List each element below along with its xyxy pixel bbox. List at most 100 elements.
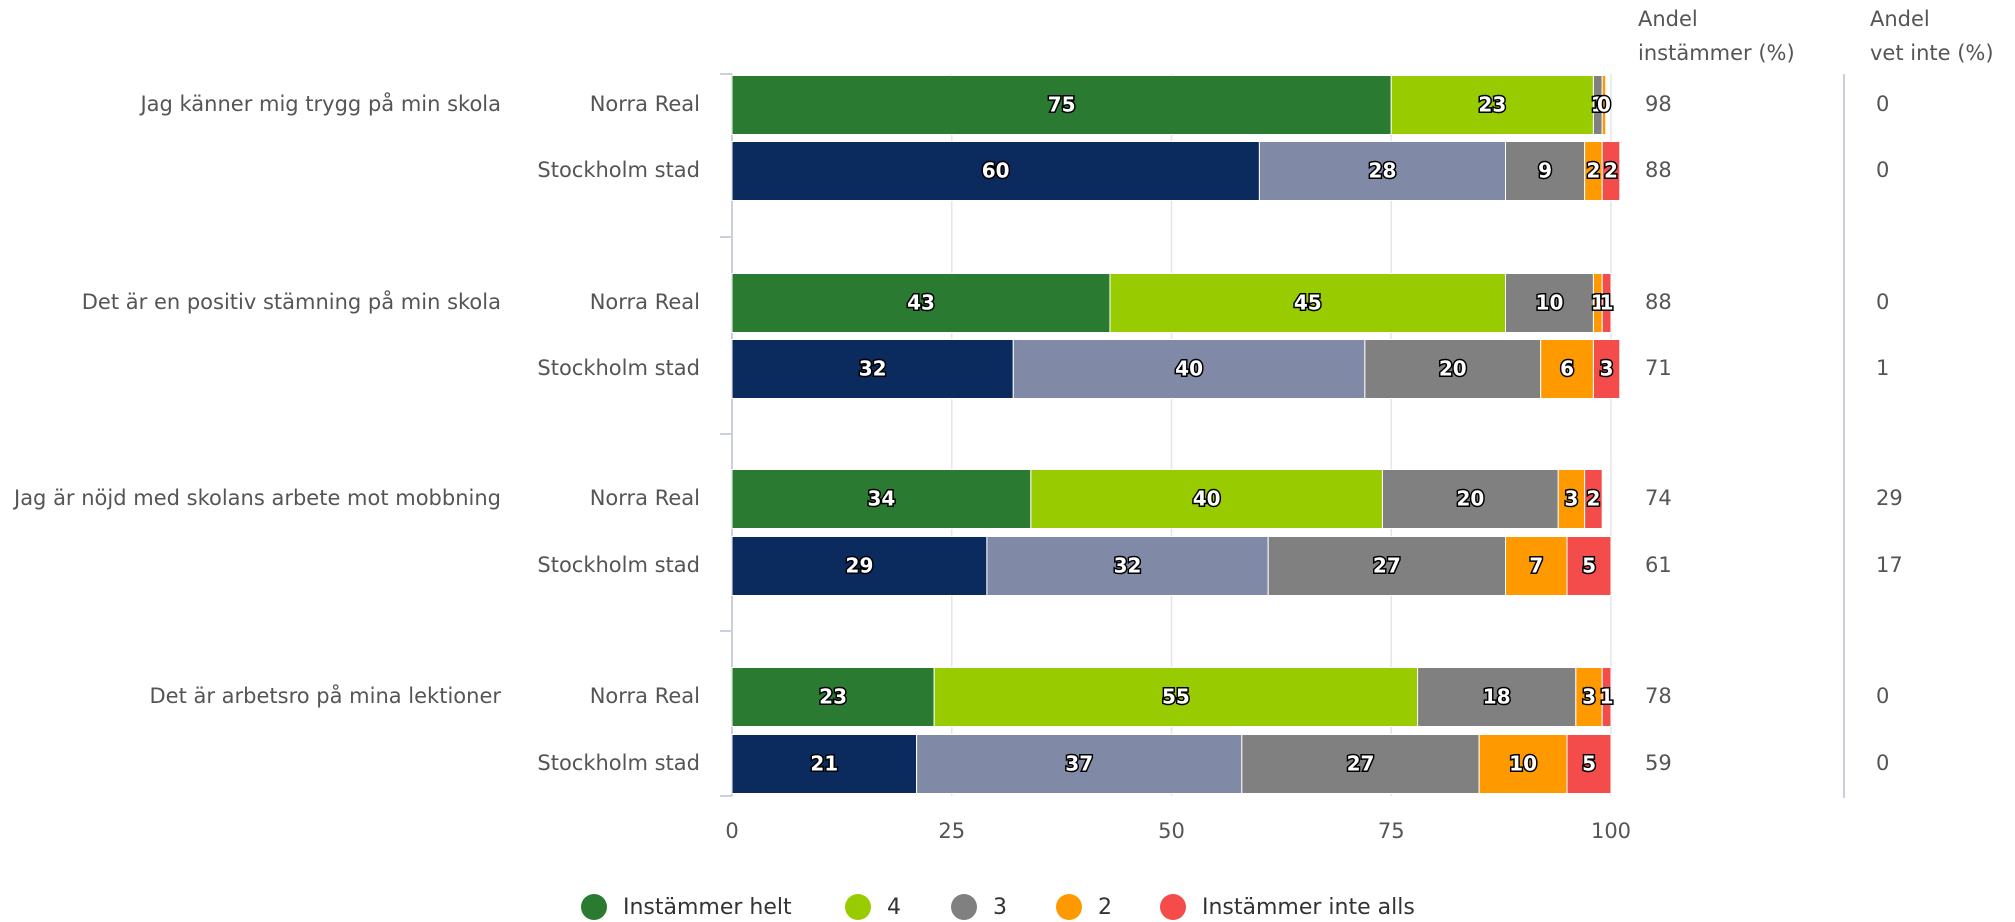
column-header: vet inte (%)	[1870, 41, 1994, 65]
question-label: Det är arbetsro på mina lektioner	[149, 683, 501, 708]
data-label: 40	[1175, 357, 1203, 381]
data-label: 2	[1604, 159, 1618, 183]
data-label: 34	[868, 487, 896, 511]
x-tick-label: 100	[1591, 819, 1631, 843]
x-tick-label: 0	[725, 819, 738, 843]
x-tick-label: 50	[1158, 819, 1185, 843]
column-value: 1	[1876, 356, 1889, 380]
bar-segment	[1592, 339, 1621, 399]
bar-segment	[1505, 141, 1586, 201]
question-label: Det är en positiv stämning på min skola	[82, 289, 501, 314]
data-label: 75	[1048, 93, 1076, 117]
bar-segment	[1012, 339, 1366, 399]
group-label: Norra Real	[590, 290, 700, 314]
data-label: 3	[1600, 357, 1614, 381]
bar-segment	[1505, 273, 1594, 333]
legend-marker	[1160, 894, 1186, 920]
legend-label: Instämmer helt	[623, 895, 792, 920]
bar-segment	[731, 734, 918, 794]
group-label: Stockholm stad	[537, 356, 700, 380]
column-value: 71	[1645, 356, 1672, 380]
data-label: 7	[1529, 554, 1543, 578]
x-tick-label: 75	[1378, 819, 1405, 843]
data-label: 20	[1439, 357, 1467, 381]
data-label: 1	[1600, 291, 1614, 315]
bar-segment	[1601, 75, 1607, 135]
data-label: 0	[1597, 93, 1611, 117]
bar-segment	[731, 536, 988, 596]
bar-segment	[731, 667, 935, 727]
column-value: 0	[1876, 684, 1889, 708]
column-value: 17	[1876, 553, 1903, 577]
data-label: 27	[1373, 554, 1401, 578]
column-value: 0	[1876, 92, 1889, 116]
legend-marker	[951, 894, 977, 920]
data-label: 5	[1582, 554, 1596, 578]
bar-segment	[1601, 273, 1612, 333]
column-header: instämmer (%)	[1638, 41, 1795, 65]
bar-segment	[1381, 469, 1559, 529]
bar-segment	[1417, 667, 1577, 727]
data-label: 32	[859, 357, 887, 381]
bar-segment	[731, 273, 1111, 333]
data-label: 60	[982, 159, 1010, 183]
bar-segment	[1540, 339, 1594, 399]
data-label: 45	[1294, 291, 1322, 315]
column-value: 59	[1645, 751, 1672, 775]
bar-segment	[1030, 469, 1383, 529]
data-label: 40	[1193, 487, 1221, 511]
data-label: 5	[1582, 752, 1596, 776]
column-value: 88	[1645, 158, 1672, 182]
column-value: 88	[1645, 290, 1672, 314]
bar-segment	[1109, 273, 1507, 333]
data-label: 9	[1538, 159, 1552, 183]
bar-segment	[1601, 667, 1612, 727]
bar-segment	[1584, 469, 1603, 529]
bar-segment	[731, 75, 1392, 135]
data-label: 55	[1162, 685, 1190, 709]
bar-segment	[1557, 469, 1586, 529]
data-label: 28	[1369, 159, 1397, 183]
column-value: 78	[1645, 684, 1672, 708]
data-label: 21	[810, 752, 838, 776]
bar-segment	[986, 536, 1269, 596]
column-value: 0	[1876, 290, 1889, 314]
bar-segment	[1390, 75, 1594, 135]
column-header: Andel	[1870, 7, 1930, 31]
data-label: 10	[1536, 291, 1564, 315]
data-label: 2	[1586, 487, 1600, 511]
bar-segment	[731, 339, 1014, 399]
data-label: 3	[1564, 487, 1578, 511]
bar-segment	[1505, 536, 1568, 596]
legend-label: 4	[887, 895, 901, 920]
group-label: Stockholm stad	[537, 158, 700, 182]
group-label: Norra Real	[590, 684, 700, 708]
data-label: 37	[1065, 752, 1093, 776]
column-value: 61	[1645, 553, 1672, 577]
bar-segment	[1267, 536, 1507, 596]
data-label: 32	[1114, 554, 1142, 578]
group-label: Stockholm stad	[537, 751, 700, 775]
data-label: 23	[819, 685, 847, 709]
data-label: 23	[1478, 93, 1506, 117]
bar-segment	[933, 667, 1419, 727]
data-label: 3	[1582, 685, 1596, 709]
group-label: Stockholm stad	[537, 553, 700, 577]
bar-segment	[1241, 734, 1480, 794]
x-tick-label: 25	[938, 819, 965, 843]
bar-segment	[731, 141, 1260, 201]
data-label: 18	[1483, 685, 1511, 709]
bar-segment	[916, 734, 1243, 794]
group-label: Norra Real	[590, 486, 700, 510]
column-value: 29	[1876, 486, 1903, 510]
legend-label: Instämmer inte alls	[1202, 895, 1415, 920]
group-label: Norra Real	[590, 92, 700, 116]
question-label: Jag är nöjd med skolans arbete mot mobbn…	[12, 486, 501, 510]
bar-segment	[731, 469, 1032, 529]
column-value: 0	[1876, 158, 1889, 182]
data-label: 1	[1600, 685, 1614, 709]
column-value: 98	[1645, 92, 1672, 116]
legend-marker	[581, 894, 607, 920]
column-value: 0	[1876, 751, 1889, 775]
